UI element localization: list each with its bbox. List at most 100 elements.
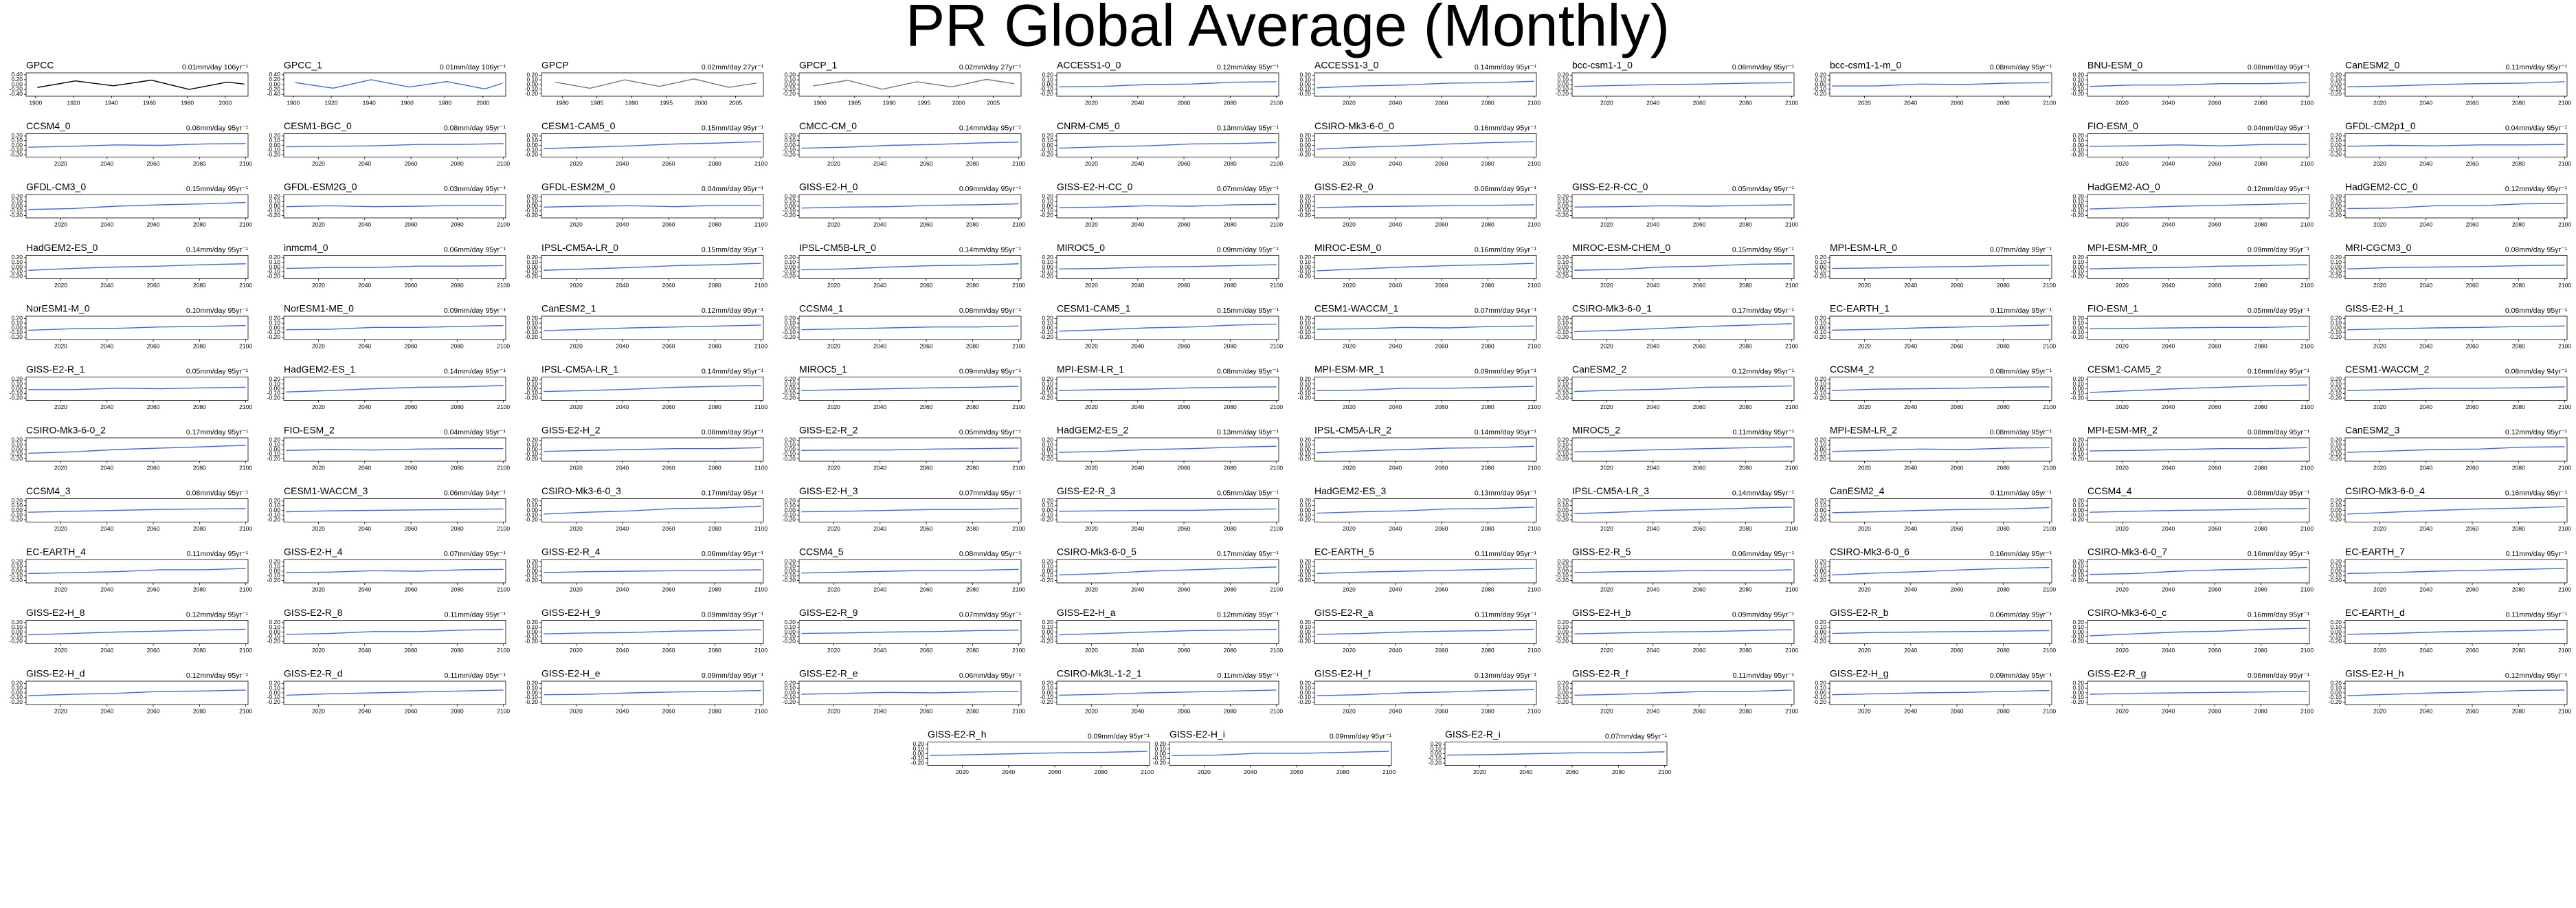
y-tick-label: -0.10 xyxy=(2329,146,2342,153)
x-tick-label: 2100 xyxy=(2043,342,2056,349)
x-tick-label: 2020 xyxy=(54,403,67,410)
y-tick-label: 0.10 xyxy=(1042,623,1053,630)
x-tick-label: 2020 xyxy=(1858,525,1871,532)
y-tick-label: 0.00 xyxy=(784,263,796,270)
x-tick-label: 2060 xyxy=(147,647,160,654)
trend-label: 0.12mm/day 95yr⁻¹ xyxy=(2505,672,2568,680)
series-line xyxy=(1059,689,1277,696)
y-tick-label: -0.20 xyxy=(267,212,281,219)
trend-label: 0.04mm/day 95yr⁻¹ xyxy=(702,185,764,193)
series-line xyxy=(286,568,504,573)
y-tick-label: 0.00 xyxy=(2072,567,2084,574)
y-tick-label: 0.00 xyxy=(1299,142,1311,148)
y-tick-label: 0.20 xyxy=(526,619,538,625)
y-tick-label: 0.00 xyxy=(784,628,796,635)
y-tick-label: 0.20 xyxy=(784,254,796,261)
x-tick-label: 2040 xyxy=(100,525,113,532)
y-tick-label: 0.10 xyxy=(11,137,23,144)
trend-label: 0.13mm/day 95yr⁻¹ xyxy=(1217,428,1279,436)
trend-label: 0.02mm/day 27yr⁻¹ xyxy=(959,63,1022,71)
y-tick-label: 0.20 xyxy=(526,375,538,382)
y-tick-label: -0.10 xyxy=(1813,329,1827,335)
x-tick-label: 2040 xyxy=(358,525,371,532)
x-tick-label: 2100 xyxy=(1527,464,1541,471)
series-line xyxy=(2347,144,2565,147)
series-line xyxy=(28,508,246,513)
series-line xyxy=(801,142,1019,149)
y-tick-label: -0.10 xyxy=(1556,85,1569,92)
panel-title: CSIRO-Mk3-6-0_7 xyxy=(2087,546,2167,557)
panel-title: CSIRO-Mk3-6-0_1 xyxy=(1572,303,1652,314)
series-line xyxy=(1059,81,1277,88)
y-tick-label: 0.10 xyxy=(1815,562,1826,569)
x-tick-label: 2080 xyxy=(1997,403,2010,410)
panel-title: CCSM4_1 xyxy=(799,303,844,314)
plot-frame xyxy=(1056,620,1279,644)
panel-title: GISS-E2-R_0 xyxy=(1314,181,1374,192)
y-tick-label: -0.10 xyxy=(2329,390,2342,397)
y-tick-label: 0.00 xyxy=(1299,385,1311,392)
y-tick-label: -0.10 xyxy=(525,572,539,579)
y-tick-label: 0.00 xyxy=(2330,628,2342,635)
panel-title: CanESM2_2 xyxy=(1572,364,1627,375)
x-tick-label: 2100 xyxy=(1785,464,1798,471)
series-line xyxy=(286,324,504,331)
panel-title: GPCP xyxy=(541,60,569,71)
trend-label: 0.05mm/day 95yr⁻¹ xyxy=(2248,307,2310,315)
x-tick-label: 2080 xyxy=(1739,342,1752,349)
y-tick-label: 0.00 xyxy=(1299,689,1311,696)
trend-label: 0.04mm/day 95yr⁻¹ xyxy=(444,428,506,436)
x-tick-label: 2080 xyxy=(1224,99,1237,106)
panel-title: NorESM1-ME_0 xyxy=(284,303,354,314)
x-tick-label: 2020 xyxy=(2373,160,2386,167)
x-tick-label: 2040 xyxy=(1131,99,1144,106)
x-tick-label: 2080 xyxy=(2254,221,2267,228)
trend-label: 0.11mm/day 95yr⁻¹ xyxy=(1991,489,2052,497)
x-tick-label: 2060 xyxy=(1435,647,1448,654)
series-line xyxy=(286,143,504,148)
y-tick-label: 0.00 xyxy=(2330,142,2342,148)
series-line xyxy=(1574,569,1792,573)
x-tick-label: 2100 xyxy=(497,342,510,349)
panel-title: CCSM4_4 xyxy=(2087,485,2132,496)
y-tick-label: 0.20 xyxy=(1042,497,1053,504)
y-tick-label: 0.10 xyxy=(526,319,538,326)
x-tick-label: 2020 xyxy=(1343,160,1356,167)
y-tick-label: 0.40 xyxy=(11,71,23,78)
y-tick-label: 0.20 xyxy=(1042,132,1053,139)
y-tick-label: -0.10 xyxy=(1556,329,1569,335)
trend-label: 0.07mm/day 95yr⁻¹ xyxy=(1217,185,1279,193)
plot-frame xyxy=(1314,437,1537,462)
y-tick-label: -0.10 xyxy=(783,85,796,92)
x-tick-label: 2100 xyxy=(1270,282,1283,289)
y-tick-label: 0.00 xyxy=(269,80,280,87)
x-tick-label: 2040 xyxy=(2162,464,2175,471)
series-line xyxy=(2090,203,2307,210)
series-line xyxy=(2090,566,2307,575)
y-tick-label: -0.20 xyxy=(1040,212,1054,219)
y-tick-label: 0.20 xyxy=(269,497,280,504)
y-tick-label: 0.20 xyxy=(269,132,280,139)
x-tick-label: 2100 xyxy=(2043,282,2056,289)
y-tick-label: 0.20 xyxy=(11,254,23,261)
series-line xyxy=(28,445,246,454)
panel-title: GISS-E2-R_3 xyxy=(1057,485,1116,496)
x-tick-label: 2040 xyxy=(1646,647,1659,654)
y-tick-label: -0.20 xyxy=(1298,516,1312,522)
trend-label: 0.17mm/day 95yr⁻¹ xyxy=(702,489,764,497)
x-tick-label: 2100 xyxy=(1527,342,1541,349)
y-tick-label: -0.20 xyxy=(1556,272,1569,279)
y-tick-label: 0.20 xyxy=(2330,680,2342,687)
panel-title: IPSL-CM5A-LR_3 xyxy=(1572,485,1649,496)
y-tick-label: 0.10 xyxy=(11,562,23,569)
x-tick-label: 2020 xyxy=(2373,282,2386,289)
x-tick-label: 1960 xyxy=(401,99,414,106)
panel-title: EC-EARTH_7 xyxy=(2345,546,2405,557)
y-tick-label: 0.00 xyxy=(784,202,796,209)
x-tick-label: 2100 xyxy=(1382,768,1396,775)
series-line xyxy=(1832,507,2050,513)
y-tick-label: -0.10 xyxy=(1556,694,1569,700)
y-tick-label: 0.10 xyxy=(1815,623,1826,630)
panel-title: IPSL-CM5A-LR_0 xyxy=(541,242,618,253)
x-tick-label: 2100 xyxy=(1012,464,1025,471)
